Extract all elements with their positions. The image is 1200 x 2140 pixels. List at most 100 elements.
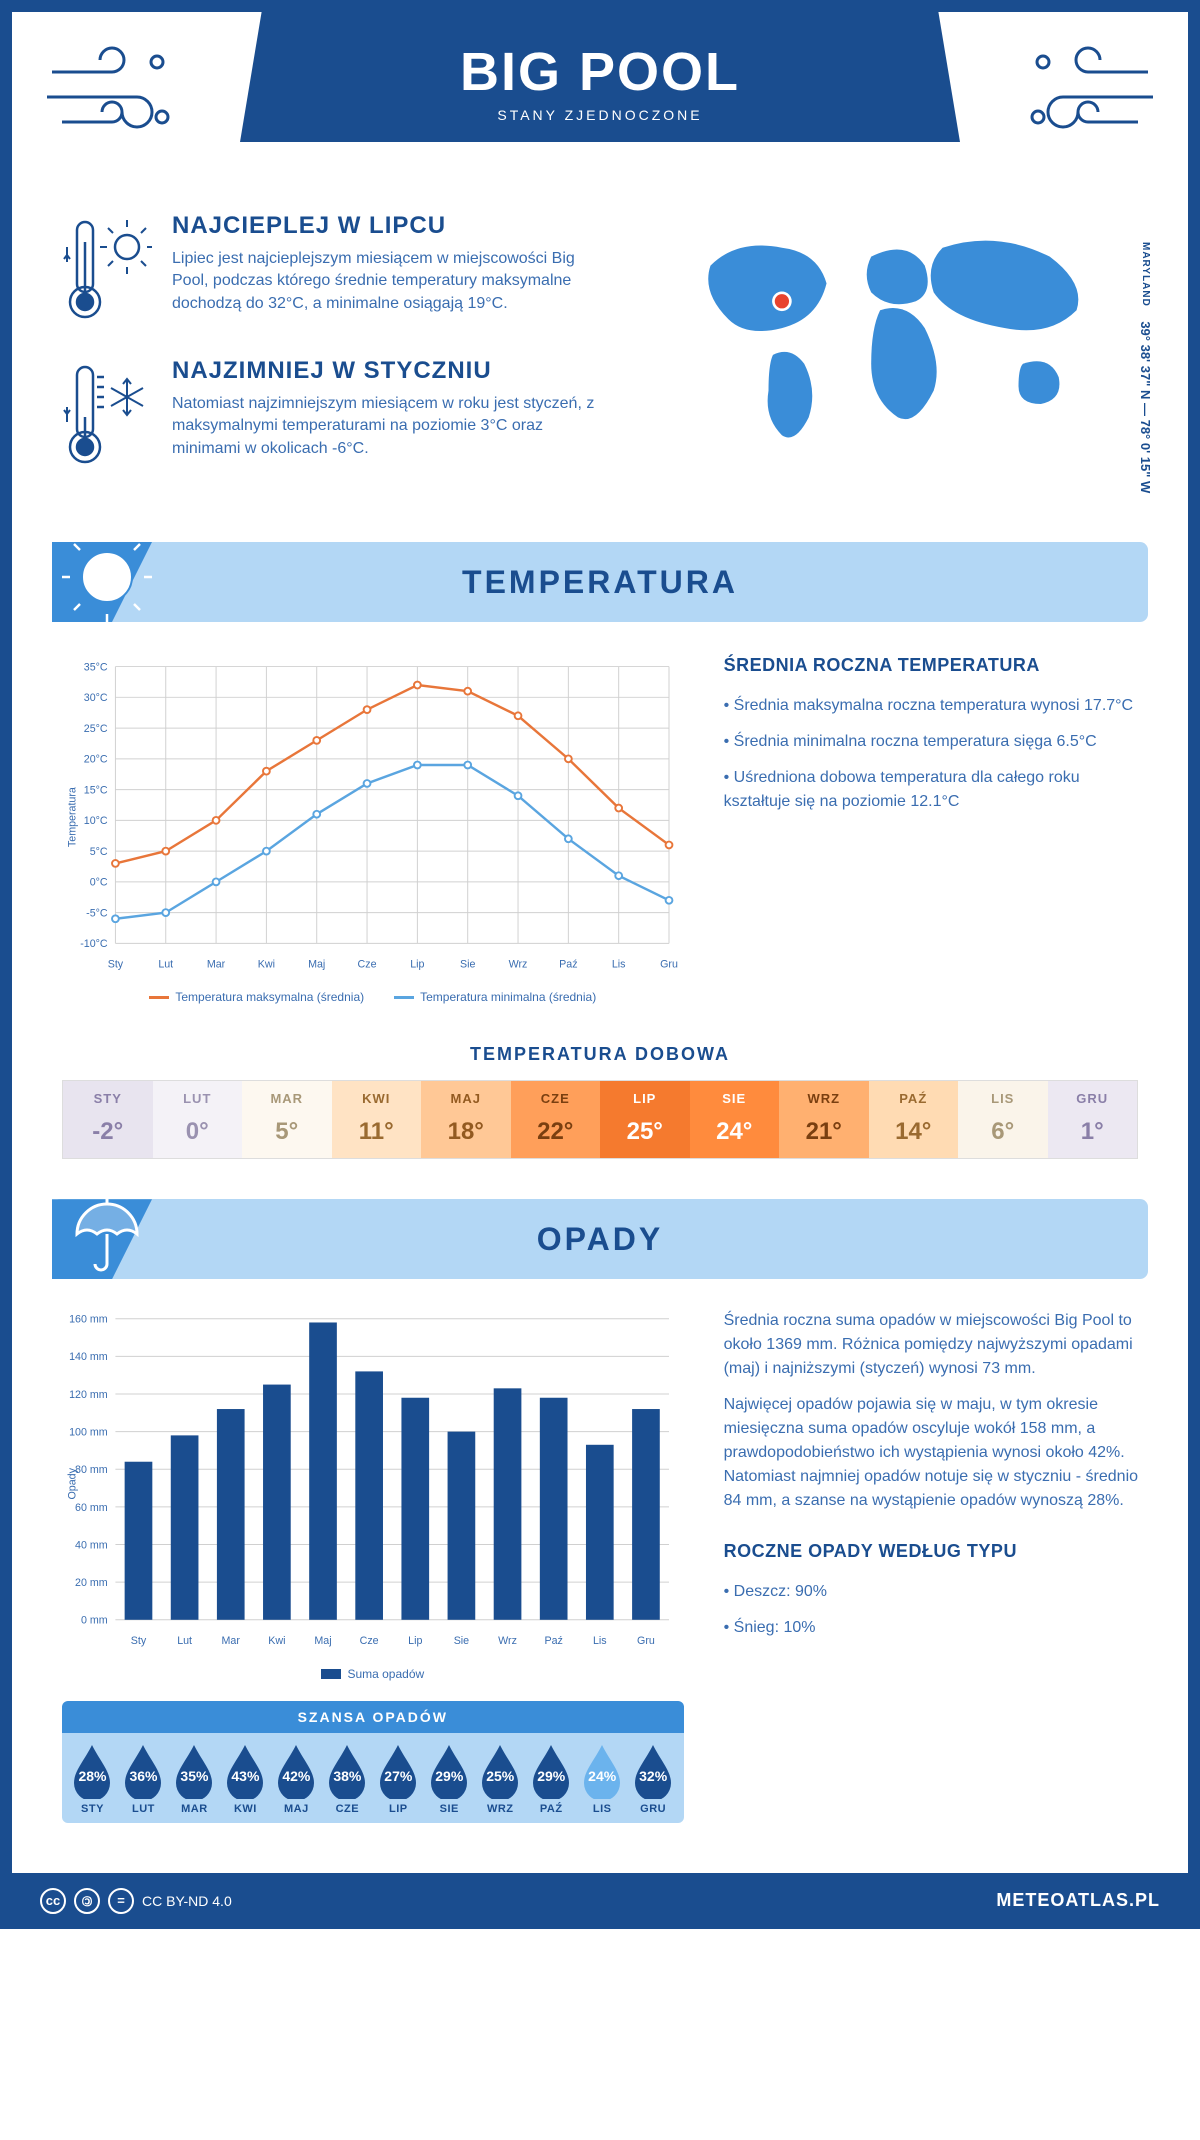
daily-temp-table: STY-2°LUT0°MAR5°KWI11°MAJ18°CZE22°LIP25°… <box>62 1080 1138 1159</box>
license-text: CC BY-ND 4.0 <box>142 1893 232 1909</box>
temp-table-cell: SIE24° <box>690 1081 780 1158</box>
fact-hot: NAJCIEPLEJ W LIPCU Lipiec jest najcieple… <box>62 212 610 332</box>
daily-temp-title: TEMPERATURA DOBOWA <box>12 1044 1188 1065</box>
svg-text:Cze: Cze <box>358 959 377 971</box>
svg-text:Kwi: Kwi <box>258 959 275 971</box>
world-map <box>640 212 1138 462</box>
rain-chance-cell: 24%LIS <box>577 1743 628 1815</box>
svg-text:0 mm: 0 mm <box>81 1615 108 1627</box>
temperature-line-chart: -10°C-5°C0°C5°C10°C15°C20°C25°C30°C35°CS… <box>62 652 684 982</box>
temp-table-cell: STY-2° <box>63 1081 153 1158</box>
temp-title: TEMPERATURA <box>462 564 738 601</box>
page-subtitle: STANY ZJEDNOCZONE <box>497 107 702 123</box>
fact-hot-text: Lipiec jest najcieplejszym miesiącem w m… <box>172 248 610 315</box>
svg-text:Gru: Gru <box>637 1635 655 1647</box>
svg-text:Maj: Maj <box>308 959 325 971</box>
page-title: BIG POOL <box>460 41 740 103</box>
temp-table-cell: LUT0° <box>153 1081 243 1158</box>
svg-text:80 mm: 80 mm <box>75 1464 108 1476</box>
svg-text:0°C: 0°C <box>90 877 108 889</box>
svg-text:Wrz: Wrz <box>509 959 528 971</box>
rain-type-bullet: • Deszcz: 90% <box>724 1580 1138 1604</box>
temp-table-cell: LIP25° <box>600 1081 690 1158</box>
cc-icon: cc <box>40 1888 66 1914</box>
svg-text:Lut: Lut <box>158 959 173 971</box>
temp-side-title: ŚREDNIA ROCZNA TEMPERATURA <box>724 652 1138 679</box>
umbrella-icon <box>62 1189 152 1279</box>
svg-text:Paź: Paź <box>544 1635 562 1647</box>
rain-chance-title: SZANSA OPADÓW <box>62 1701 684 1733</box>
temp-bullet: • Uśredniona dobowa temperatura dla całe… <box>724 766 1138 814</box>
svg-text:Lip: Lip <box>410 959 424 971</box>
svg-text:Temperatura: Temperatura <box>67 787 79 847</box>
coords-text: 39° 38' 37" N — 78° 0' 15" W <box>1138 321 1153 493</box>
svg-text:20°C: 20°C <box>84 754 108 766</box>
wind-icon-right <box>1018 42 1158 152</box>
svg-text:Mar: Mar <box>222 1635 241 1647</box>
svg-text:Lis: Lis <box>612 959 626 971</box>
fact-cold-title: NAJZIMNIEJ W STYCZNIU <box>172 357 610 385</box>
svg-text:20 mm: 20 mm <box>75 1577 108 1589</box>
rain-type-title: ROCZNE OPADY WEDŁUG TYPU <box>724 1538 1138 1565</box>
temp-table-cell: PAŹ14° <box>869 1081 959 1158</box>
region-label: MARYLAND <box>1140 242 1151 307</box>
thermometer-sun-icon <box>62 212 152 332</box>
svg-text:10°C: 10°C <box>84 815 108 827</box>
rain-chance-cell: 38%CZE <box>322 1743 373 1815</box>
rain-chance-cell: 32%GRU <box>628 1743 679 1815</box>
svg-text:120 mm: 120 mm <box>69 1389 108 1401</box>
svg-text:30°C: 30°C <box>84 692 108 704</box>
precipitation-bar-chart: 0 mm20 mm40 mm60 mm80 mm100 mm120 mm140 … <box>62 1309 684 1659</box>
fact-cold: NAJZIMNIEJ W STYCZNIU Natomiast najzimni… <box>62 357 610 477</box>
rain-text-2: Najwięcej opadów pojawia się w maju, w t… <box>724 1393 1138 1513</box>
svg-text:Lut: Lut <box>177 1635 192 1647</box>
section-header-temp: TEMPERATURA <box>52 542 1148 622</box>
rain-title: OPADY <box>537 1221 663 1258</box>
rain-text-1: Średnia roczna suma opadów w miejscowośc… <box>724 1309 1138 1381</box>
rain-chance-cell: 29%PAŹ <box>526 1743 577 1815</box>
svg-text:-5°C: -5°C <box>86 907 108 919</box>
svg-text:5°C: 5°C <box>90 846 108 858</box>
svg-text:-10°C: -10°C <box>80 938 108 950</box>
svg-text:Sty: Sty <box>108 959 124 971</box>
rain-chance-table: SZANSA OPADÓW 28%STY36%LUT35%MAR43%KWI42… <box>62 1701 684 1823</box>
svg-text:Sie: Sie <box>454 1635 469 1647</box>
temp-table-cell: WRZ21° <box>779 1081 869 1158</box>
rain-chance-cell: 28%STY <box>67 1743 118 1815</box>
svg-text:140 mm: 140 mm <box>69 1351 108 1363</box>
svg-text:Cze: Cze <box>360 1635 379 1647</box>
temp-table-cell: MAJ18° <box>421 1081 511 1158</box>
svg-text:15°C: 15°C <box>84 784 108 796</box>
legend-max: Temperatura maksymalna (średnia) <box>175 990 364 1004</box>
intro-row: NAJCIEPLEJ W LIPCU Lipiec jest najcieple… <box>12 192 1188 532</box>
rain-legend: Suma opadów <box>62 1667 684 1681</box>
section-header-rain: OPADY <box>52 1199 1148 1279</box>
rain-chance-cell: 35%MAR <box>169 1743 220 1815</box>
site-name: METEOATLAS.PL <box>996 1890 1160 1911</box>
temp-table-cell: CZE22° <box>511 1081 601 1158</box>
svg-text:Sie: Sie <box>460 959 475 971</box>
temp-table-cell: GRU1° <box>1048 1081 1138 1158</box>
sun-icon <box>62 532 152 622</box>
rain-chance-cell: 43%KWI <box>220 1743 271 1815</box>
svg-text:100 mm: 100 mm <box>69 1427 108 1439</box>
fact-cold-text: Natomiast najzimniejszym miesiącem w rok… <box>172 393 610 460</box>
temp-table-cell: LIS6° <box>958 1081 1048 1158</box>
rain-chance-cell: 25%WRZ <box>475 1743 526 1815</box>
temp-table-cell: KWI11° <box>332 1081 422 1158</box>
svg-text:Lip: Lip <box>408 1635 422 1647</box>
header: BIG POOL STANY ZJEDNOCZONE <box>12 12 1188 192</box>
wind-icon-left <box>42 42 182 152</box>
rain-chance-cell: 36%LUT <box>118 1743 169 1815</box>
svg-text:Maj: Maj <box>314 1635 331 1647</box>
temp-legend: Temperatura maksymalna (średnia) Tempera… <box>62 990 684 1004</box>
rain-type-bullet: • Śnieg: 10% <box>724 1616 1138 1640</box>
svg-text:Opady: Opady <box>67 1468 79 1500</box>
svg-text:Lis: Lis <box>593 1635 607 1647</box>
svg-text:60 mm: 60 mm <box>75 1502 108 1514</box>
svg-text:25°C: 25°C <box>84 723 108 735</box>
footer: cc 🄯 = CC BY-ND 4.0 METEOATLAS.PL <box>0 1873 1200 1929</box>
temp-bullet: • Średnia minimalna roczna temperatura s… <box>724 730 1138 754</box>
temp-bullet: • Średnia maksymalna roczna temperatura … <box>724 694 1138 718</box>
nd-icon: = <box>108 1888 134 1914</box>
